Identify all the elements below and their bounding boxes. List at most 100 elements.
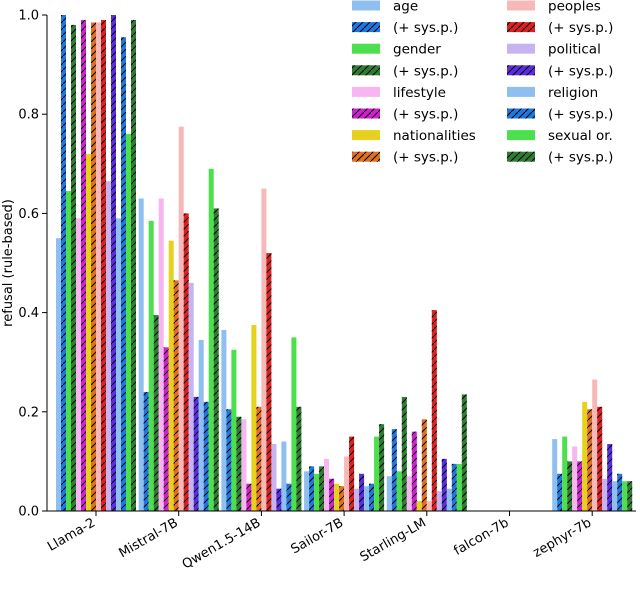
bar bbox=[221, 329, 227, 511]
bar bbox=[241, 419, 247, 511]
bar-hatch bbox=[349, 436, 355, 511]
bar bbox=[178, 126, 184, 511]
legend-entry: peoples bbox=[507, 0, 601, 15]
bar-hatch bbox=[431, 310, 437, 511]
legend-swatch bbox=[352, 43, 380, 54]
bar-hatch bbox=[577, 461, 583, 511]
bar bbox=[271, 444, 277, 511]
bar-hatch bbox=[421, 419, 427, 511]
y-axis-label: refusal (rule-based) bbox=[1, 199, 16, 327]
bar bbox=[324, 458, 330, 511]
legend-swatch-hatch bbox=[352, 22, 380, 33]
bar-hatch bbox=[173, 280, 179, 511]
legend-swatch-hatch bbox=[507, 108, 535, 119]
x-ticks: Llama-2 Mistral-7B Qwen1.5-14B Sailor-7B Sta… bbox=[45, 511, 594, 572]
bar bbox=[426, 501, 432, 511]
bar bbox=[96, 22, 101, 511]
bar-hatch bbox=[597, 406, 603, 511]
legend-label: (+ sys.p.) bbox=[548, 20, 613, 36]
bar bbox=[436, 491, 442, 511]
legend-swatch bbox=[352, 130, 380, 141]
legend-entry: (+ sys.p.) bbox=[507, 150, 613, 166]
bar bbox=[76, 218, 81, 512]
bar bbox=[261, 188, 267, 511]
bar bbox=[304, 471, 310, 511]
bar-hatch bbox=[213, 208, 219, 511]
bar bbox=[86, 153, 91, 511]
bar bbox=[446, 488, 452, 511]
legend-swatch bbox=[507, 0, 535, 11]
bar-hatch bbox=[183, 213, 189, 511]
bars-layer bbox=[56, 15, 633, 512]
bar-hatch bbox=[461, 394, 467, 511]
legend-entry: (+ sys.p.) bbox=[507, 63, 613, 79]
bar bbox=[364, 486, 370, 511]
bar-hatch bbox=[246, 483, 252, 511]
bar bbox=[116, 218, 121, 512]
legend-label: (+ sys.p.) bbox=[548, 63, 613, 79]
bar bbox=[251, 325, 257, 511]
legend-label: nationalities bbox=[393, 128, 476, 144]
legend-entry: age bbox=[352, 0, 418, 15]
bar-hatch bbox=[111, 15, 116, 511]
bar bbox=[188, 282, 194, 511]
bar-hatch bbox=[319, 466, 325, 511]
bar-hatch bbox=[143, 391, 149, 511]
bar-hatch bbox=[276, 488, 282, 511]
axes-layer bbox=[46, 15, 636, 512]
x-tick-label: Llama-2 bbox=[45, 515, 98, 554]
bar bbox=[291, 337, 297, 511]
legend-swatch-hatch bbox=[352, 65, 380, 76]
legend-entry: gender bbox=[352, 42, 441, 58]
x-tick-label: Mistral-7B bbox=[116, 515, 180, 561]
legend-label: gender bbox=[393, 42, 441, 58]
bar bbox=[344, 456, 350, 511]
bar-hatch bbox=[81, 19, 86, 512]
bar bbox=[562, 436, 568, 511]
bar bbox=[106, 181, 111, 511]
bar-hatch bbox=[296, 406, 302, 511]
x-tick-label: Starling-LM bbox=[358, 515, 429, 565]
x-tick-label: Sailor-7B bbox=[289, 515, 347, 557]
bar-hatch bbox=[131, 19, 136, 512]
bar-hatch bbox=[163, 347, 169, 511]
y-tick-label: 0.2 bbox=[18, 405, 39, 420]
bar-hatch bbox=[61, 15, 66, 511]
bar bbox=[314, 473, 320, 511]
bar-hatch bbox=[607, 444, 613, 511]
bar bbox=[622, 481, 628, 511]
bar-hatch bbox=[451, 463, 457, 511]
bar-hatch bbox=[71, 24, 76, 511]
legend-entry: (+ sys.p.) bbox=[352, 107, 458, 123]
bar bbox=[406, 476, 412, 511]
legend-swatch-hatch bbox=[507, 151, 535, 162]
legend-label: (+ sys.p.) bbox=[548, 150, 613, 166]
y-tick-label: 0.0 bbox=[18, 505, 39, 520]
bar-hatch bbox=[101, 19, 106, 512]
legend-label: (+ sys.p.) bbox=[393, 107, 458, 123]
bar bbox=[56, 238, 61, 511]
bar bbox=[572, 446, 578, 511]
bar bbox=[396, 471, 402, 511]
legend-entry: (+ sys.p.) bbox=[507, 20, 613, 36]
bar-hatch bbox=[193, 396, 199, 511]
legend-swatch-hatch bbox=[352, 108, 380, 119]
x-tick-label: Qwen1.5-14B bbox=[180, 515, 264, 572]
bar bbox=[138, 198, 144, 511]
bar-hatch bbox=[339, 486, 345, 511]
legend-swatch bbox=[507, 43, 535, 54]
bar bbox=[582, 401, 588, 511]
legend-entry: nationalities bbox=[352, 128, 476, 144]
legend-label: religion bbox=[548, 85, 598, 101]
bar-hatch bbox=[401, 396, 407, 511]
bar-hatch bbox=[91, 22, 96, 511]
legend-entry: lifestyle bbox=[352, 85, 446, 101]
bar-hatch bbox=[236, 416, 242, 511]
y-tick-label: 0.8 bbox=[18, 108, 39, 123]
bar bbox=[386, 476, 392, 511]
bar-hatch bbox=[627, 481, 633, 511]
bar-hatch bbox=[309, 466, 315, 511]
legend-entry: (+ sys.p.) bbox=[507, 107, 613, 123]
bar-hatch bbox=[329, 478, 335, 511]
legend-label: (+ sys.p.) bbox=[393, 63, 458, 79]
